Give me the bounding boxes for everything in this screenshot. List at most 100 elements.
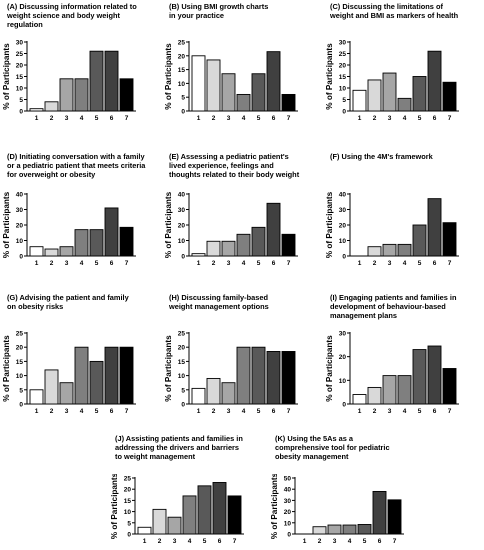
bar-chart-svg: % of Participants 0 10 20 30 40 1 2 3 4 5 6 7: [325, 191, 459, 267]
y-axis-label: % of Participants: [164, 335, 173, 402]
bar-5: [412, 76, 427, 112]
chart-title-line: comprehensive tool for pediatric: [275, 443, 390, 452]
chart-title: (C) Discussing the limitations of weight …: [330, 2, 458, 20]
chart-title: (A) Discussing information related to wei…: [7, 2, 137, 29]
y-tick-label: 5: [181, 387, 185, 394]
bar-5: [89, 229, 104, 257]
x-tick-label: 5: [418, 408, 422, 415]
chart-title: (H) Discussing family-based weight manage…: [169, 293, 269, 311]
y-tick-label: 15: [16, 359, 24, 366]
y-tick-label: 20: [339, 63, 347, 70]
bar-7: [387, 499, 402, 535]
y-tick-label: 0: [181, 402, 185, 409]
bar-7: [119, 226, 134, 257]
x-tick-label: 3: [227, 408, 231, 415]
y-tick-label: 5: [342, 97, 346, 104]
bar-1: [29, 246, 44, 257]
y-tick-label: 30: [16, 207, 24, 214]
y-tick-label: 20: [339, 354, 347, 361]
bar-3: [382, 375, 397, 405]
bar-3: [221, 382, 236, 405]
chart-title-line: (E) Assessing a pediatric patient's: [169, 152, 289, 161]
chart-title: (D) Initiating conversation with a famil…: [7, 152, 145, 179]
x-tick-label: 5: [95, 115, 99, 122]
x-tick-label: 6: [110, 260, 114, 267]
y-tick-label: 20: [16, 345, 24, 352]
bar-2: [44, 369, 59, 405]
bar-7: [442, 222, 457, 257]
y-tick-label: 25: [178, 40, 186, 47]
y-tick-label: 25: [178, 331, 186, 338]
y-tick-label: 10: [124, 509, 132, 516]
bar-5: [251, 226, 266, 257]
y-tick-label: 20: [16, 223, 24, 230]
x-tick-label: 4: [242, 115, 246, 122]
y-tick-label: 5: [19, 387, 23, 394]
chart-title: (E) Assessing a pediatric patient's lived…: [169, 152, 299, 179]
y-tick-label: 30: [339, 331, 347, 338]
x-tick-label: 6: [272, 115, 276, 122]
x-tick-label: 5: [418, 115, 422, 122]
bar-2: [367, 386, 382, 405]
x-tick-label: 7: [125, 260, 129, 267]
x-tick-label: 3: [173, 538, 177, 545]
bar-1: [191, 55, 206, 112]
x-tick-label: 2: [212, 115, 216, 122]
chart-title-line: (D) Initiating conversation with a famil…: [7, 152, 145, 161]
x-tick-label: 2: [373, 115, 377, 122]
bar-4: [236, 346, 251, 405]
y-tick-label: 25: [16, 51, 24, 58]
bar-4: [74, 346, 89, 405]
chart-title-line: (G) Advising the patient and family: [7, 293, 129, 302]
chart-title-line: to weight management: [115, 452, 196, 461]
chart-title-line: (F) Using the 4M's framework: [330, 152, 433, 161]
bar-6: [212, 482, 227, 535]
y-tick-label: 20: [178, 223, 186, 230]
y-tick-label: 0: [342, 254, 346, 261]
chart-title-line: lived experience, feelings and: [169, 161, 274, 170]
bar-7: [119, 78, 134, 112]
y-tick-label: 0: [342, 109, 346, 116]
bar-4: [397, 97, 412, 112]
bar-4: [397, 243, 412, 257]
y-tick-label: 0: [287, 532, 291, 539]
x-tick-label: 3: [388, 260, 392, 267]
x-tick-label: 4: [80, 408, 84, 415]
y-axis-label: % of Participants: [2, 335, 11, 402]
y-tick-label: 10: [16, 373, 24, 380]
bar-2: [44, 248, 59, 257]
chart-title-line: on obesity risks: [7, 302, 64, 311]
y-tick-label: 25: [16, 331, 24, 338]
x-tick-label: 6: [110, 115, 114, 122]
y-tick-label: 40: [284, 487, 292, 494]
y-axis-label: % of Participants: [325, 43, 334, 110]
x-tick-label: 1: [303, 538, 307, 545]
y-tick-label: 0: [19, 402, 23, 409]
chart-panel-f: (F) Using the 4M's framework % of Partici…: [323, 152, 483, 270]
y-tick-label: 10: [339, 238, 347, 245]
bar-3: [327, 524, 342, 535]
y-axis-label: % of Participants: [325, 335, 334, 402]
x-tick-label: 3: [227, 260, 231, 267]
x-tick-label: 5: [363, 538, 367, 545]
y-tick-label: 0: [19, 109, 23, 116]
bar-3: [59, 382, 74, 405]
bar-4: [74, 229, 89, 257]
y-tick-label: 10: [178, 81, 186, 88]
x-tick-label: 6: [433, 260, 437, 267]
y-tick-label: 10: [178, 238, 186, 245]
chart-panel-i: (I) Engaging patients and families in dev…: [323, 293, 483, 418]
chart-title-line: regulation: [7, 20, 43, 29]
bar-5: [251, 346, 266, 405]
x-tick-label: 2: [373, 260, 377, 267]
bar-5: [412, 224, 427, 257]
x-tick-label: 3: [388, 115, 392, 122]
bar-2: [367, 246, 382, 257]
x-tick-label: 4: [80, 260, 84, 267]
x-tick-label: 7: [448, 260, 452, 267]
x-tick-label: 5: [95, 408, 99, 415]
chart-panel-e: (E) Assessing a pediatric patient's lived…: [162, 152, 322, 270]
chart-title-line: thoughts related to their body weight: [169, 170, 300, 179]
bar-6: [266, 351, 281, 405]
x-tick-label: 7: [125, 115, 129, 122]
